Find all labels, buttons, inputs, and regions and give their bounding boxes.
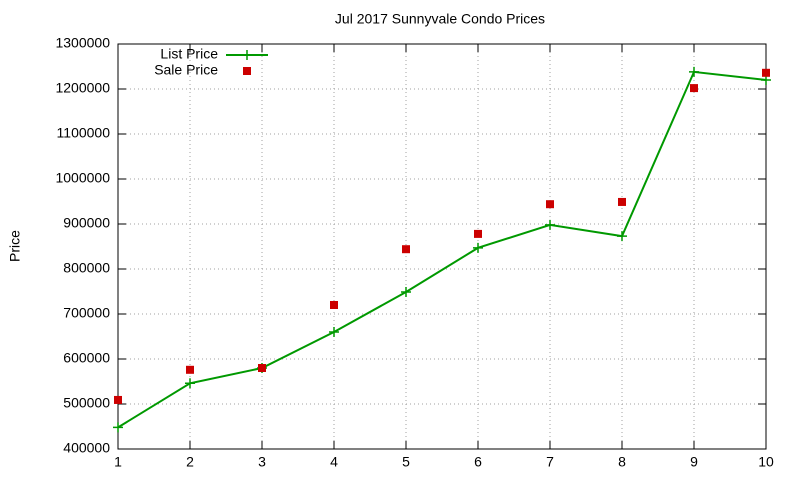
point-marker — [185, 378, 195, 389]
legend-label: List Price — [160, 46, 218, 62]
y-tick-label: 400000 — [63, 440, 110, 456]
y-tick-label: 1000000 — [55, 170, 110, 186]
point-marker — [762, 68, 770, 77]
x-tick-label: 10 — [758, 454, 774, 470]
y-axis-label: Price — [7, 230, 23, 262]
y-tick-label: 1100000 — [57, 125, 111, 141]
point-marker — [186, 365, 194, 374]
legend-label: Sale Price — [154, 62, 218, 78]
y-tick-label: 600000 — [63, 350, 110, 366]
point-marker — [114, 395, 122, 404]
x-tick-label: 7 — [546, 454, 554, 470]
x-tick-label: 1 — [114, 454, 122, 470]
legend-marker — [243, 67, 251, 75]
y-tick-label: 700000 — [63, 305, 110, 321]
point-marker — [546, 200, 554, 209]
x-tick-label: 6 — [474, 454, 482, 470]
point-marker — [329, 327, 339, 337]
chart-title: Jul 2017 Sunnyvale Condo Prices — [335, 11, 545, 27]
y-tick-label: 800000 — [63, 260, 110, 276]
x-tick-label: 3 — [258, 454, 266, 470]
point-marker — [473, 242, 483, 253]
y-tick-label: 500000 — [63, 395, 110, 411]
y-tick-label: 1200000 — [55, 80, 110, 96]
x-tick-label: 8 — [618, 454, 626, 470]
point-marker — [113, 422, 123, 433]
point-marker — [330, 301, 338, 309]
point-marker — [474, 229, 482, 238]
y-tick-label: 1300000 — [55, 35, 110, 51]
point-marker — [258, 364, 266, 372]
point-marker — [545, 219, 555, 230]
point-marker — [618, 197, 626, 206]
point-marker — [689, 66, 699, 77]
point-marker — [402, 245, 410, 254]
y-tick-label: 900000 — [63, 215, 110, 231]
point-marker — [690, 84, 698, 93]
legend-marker — [242, 50, 252, 60]
series-line — [117, 70, 767, 429]
x-tick-label: 2 — [186, 454, 194, 470]
point-marker — [617, 231, 627, 242]
x-tick-label: 5 — [402, 454, 410, 470]
plot-border — [117, 43, 767, 450]
x-tick-label: 9 — [690, 454, 698, 470]
point-marker — [401, 286, 411, 297]
x-tick-label: 4 — [330, 454, 338, 470]
